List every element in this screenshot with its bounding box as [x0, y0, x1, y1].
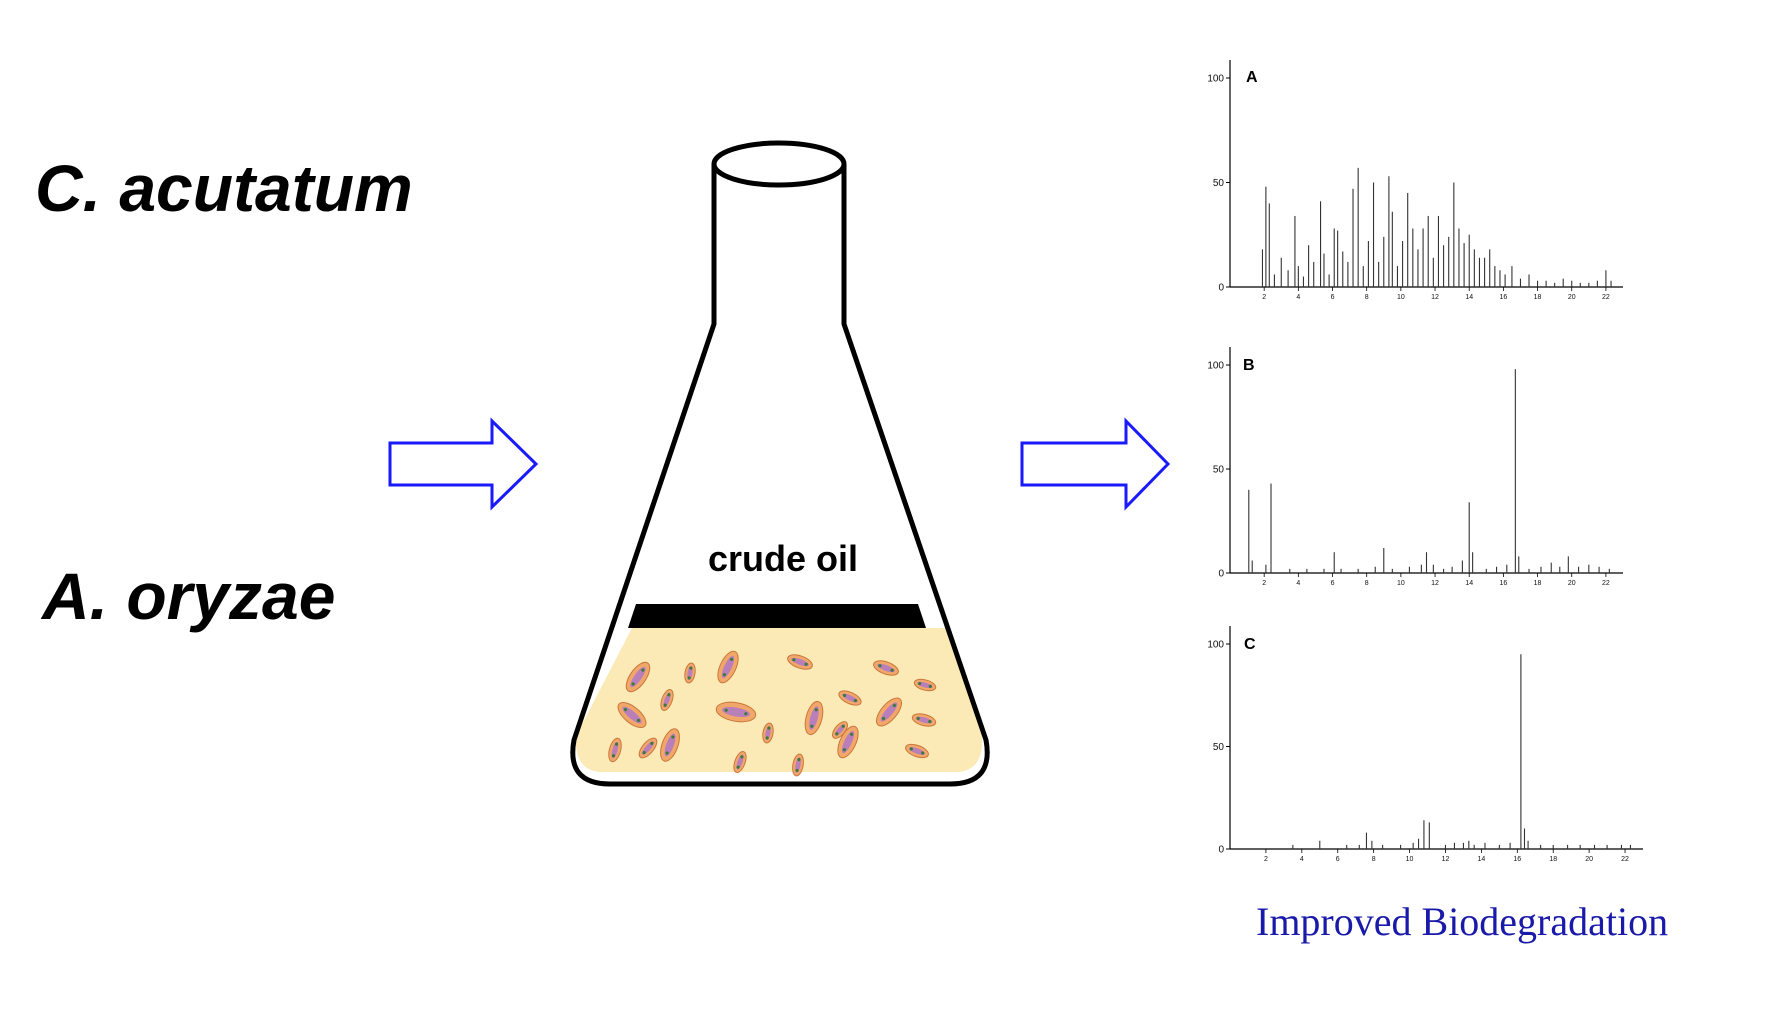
x-tick-label: 16 — [1499, 294, 1507, 301]
y-tick-label: 0 — [1218, 569, 1224, 580]
x-tick-label: 2 — [1262, 580, 1266, 587]
x-tick-label: 6 — [1331, 294, 1335, 301]
y-tick-label: 50 — [1213, 178, 1225, 189]
y-tick-label: 0 — [1218, 283, 1224, 294]
y-tick-label: 100 — [1207, 74, 1224, 85]
x-tick-label: 8 — [1365, 294, 1369, 301]
fungal-cell — [625, 661, 651, 693]
x-tick-label: 12 — [1442, 856, 1450, 863]
x-tick-label: 18 — [1534, 580, 1542, 587]
fungal-cell — [660, 689, 674, 711]
fungal-cell — [608, 737, 622, 763]
y-tick-label: 100 — [1207, 640, 1224, 651]
x-tick-label: 4 — [1296, 580, 1300, 587]
x-tick-label: 10 — [1397, 294, 1405, 301]
y-tick-label: 50 — [1213, 742, 1225, 753]
fungal-cell — [905, 743, 929, 759]
x-tick-label: 22 — [1621, 856, 1629, 863]
x-tick-label: 16 — [1499, 580, 1507, 587]
x-tick-label: 2 — [1264, 856, 1268, 863]
panel-letter: B — [1243, 357, 1255, 374]
flask-label: crude oil — [708, 538, 858, 579]
x-tick-label: 14 — [1465, 580, 1473, 587]
fungal-cell — [787, 654, 813, 670]
x-tick-label: 6 — [1336, 856, 1340, 863]
x-tick-label: 14 — [1477, 856, 1485, 863]
x-tick-label: 18 — [1534, 294, 1542, 301]
input-arrow — [388, 417, 539, 511]
y-tick-label: 0 — [1218, 845, 1224, 856]
x-tick-label: 4 — [1296, 294, 1300, 301]
panel-letter: A — [1246, 69, 1258, 86]
x-tick-label: 22 — [1602, 580, 1610, 587]
fungal-cell — [660, 728, 680, 762]
fungal-cell — [617, 702, 647, 728]
flask-mouth — [711, 140, 847, 188]
erlenmeyer-flask: crude oil — [570, 140, 990, 787]
x-tick-label: 10 — [1397, 580, 1405, 587]
y-tick-label: 50 — [1213, 465, 1225, 476]
x-tick-label: 6 — [1331, 580, 1335, 587]
fungal-cell — [762, 722, 774, 744]
x-tick-label: 20 — [1585, 856, 1593, 863]
x-tick-label: 8 — [1365, 580, 1369, 587]
fungal-cell — [913, 678, 937, 692]
output-arrow — [1020, 417, 1171, 511]
x-tick-label: 22 — [1602, 294, 1610, 301]
fungal-cell — [792, 753, 804, 777]
x-tick-label: 8 — [1372, 856, 1376, 863]
fungal-cell — [804, 700, 824, 736]
fungal-cell — [638, 737, 658, 759]
fungal-cell — [876, 697, 902, 727]
x-tick-label: 16 — [1513, 856, 1521, 863]
fungal-cell — [873, 660, 899, 676]
fungal-cell — [911, 713, 937, 727]
x-tick-label: 12 — [1431, 580, 1439, 587]
oil-layer — [628, 604, 926, 628]
fungal-cell — [717, 650, 739, 684]
chromatogram-C: 100 50 0 2 4 6 8 10 12 14 16 18 20 22 C — [1207, 626, 1643, 863]
organism-label-second: A. oryzae — [42, 559, 336, 633]
x-tick-label: 10 — [1406, 856, 1414, 863]
fungal-cell — [715, 701, 757, 723]
y-tick-label: 100 — [1207, 361, 1224, 372]
footer-caption: Improved Biodegradation — [1256, 899, 1669, 944]
chromatogram-B: 100 50 0 2 4 6 8 10 12 14 16 18 20 22 B — [1207, 347, 1623, 587]
fungal-cell — [684, 662, 696, 684]
chromatogram-A: 100 50 0 2 4 6 8 10 12 14 16 18 20 22 A — [1207, 60, 1623, 301]
x-tick-label: 12 — [1431, 294, 1439, 301]
x-tick-label: 20 — [1568, 294, 1576, 301]
x-tick-label: 18 — [1549, 856, 1557, 863]
organism-label-first: C. acutatum — [35, 151, 413, 225]
fungal-cell — [832, 721, 848, 739]
fungal-cells — [608, 650, 937, 777]
x-tick-label: 4 — [1300, 856, 1304, 863]
flask-outline — [570, 164, 990, 787]
x-tick-label: 20 — [1568, 580, 1576, 587]
x-tick-label: 2 — [1262, 294, 1266, 301]
panel-letter: C — [1244, 636, 1256, 653]
x-tick-label: 14 — [1465, 294, 1473, 301]
fungal-cell — [837, 725, 859, 759]
fungal-cell — [733, 751, 747, 773]
fungal-cell — [838, 690, 862, 706]
